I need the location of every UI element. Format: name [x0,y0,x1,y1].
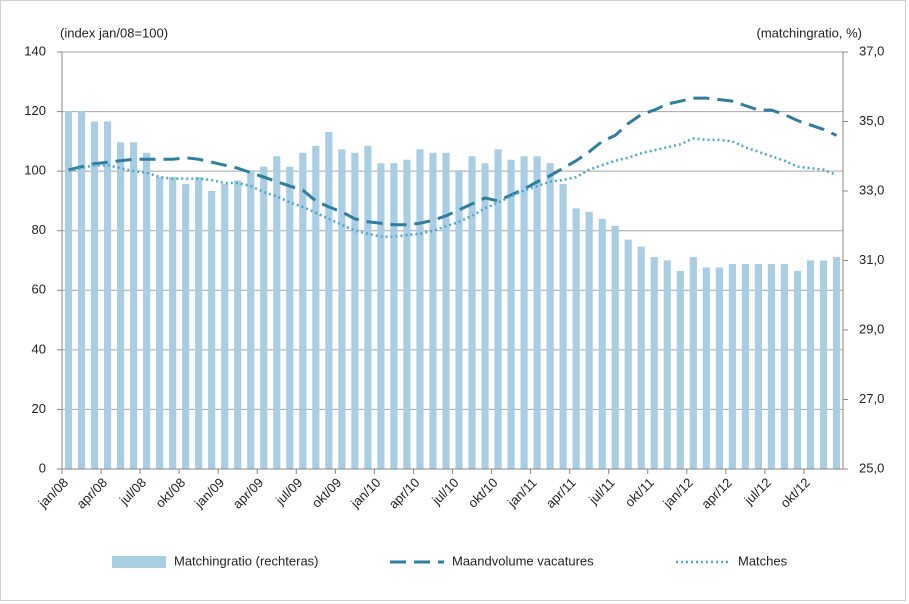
bar [286,166,294,470]
y2-tick-label: 35,0 [859,113,884,128]
y2-tick-label: 25,0 [859,460,884,475]
y-tick-label: 20 [32,401,46,416]
bar [559,184,567,470]
line [68,137,837,238]
bar [715,267,723,469]
y-tick-label: 40 [32,341,46,356]
bar [741,263,749,469]
bar [299,152,307,469]
bar [273,156,281,469]
bar [663,260,671,469]
bar [338,149,346,470]
legend-label: Matchingratio (rechteras) [174,553,319,568]
bar [481,163,489,469]
bar [377,163,385,469]
bar [754,263,762,469]
bar [64,111,73,469]
bar [90,121,99,469]
y-tick-label: 60 [32,282,46,297]
bar [585,211,593,469]
bar [260,166,268,470]
y2-tick-label: 33,0 [859,182,884,197]
bar [195,177,203,469]
bar [312,145,320,469]
bar [689,257,697,469]
bar [702,267,710,469]
bar [403,159,411,469]
bar [325,131,333,470]
bar [728,263,736,469]
bar [416,149,424,470]
bar [520,156,528,469]
bar [429,152,437,469]
bar [780,263,789,469]
y-axis-label: (index jan/08=100) [60,25,168,40]
bar [116,142,125,469]
y-tick-label: 100 [24,163,46,178]
y-tick-label: 80 [32,222,46,237]
y-tick-label: 140 [24,43,46,58]
bar [819,260,828,469]
legend-swatch [112,556,166,568]
bar [390,163,398,469]
bar [494,149,502,470]
y2-axis-label: (matchingratio, %) [757,25,862,40]
bar [234,180,242,469]
bar [611,225,619,469]
bar [598,218,606,469]
line [68,96,838,227]
y2-tick-label: 37,0 [859,43,884,58]
bar [364,145,372,469]
bar [767,263,775,469]
y-tick-label: 0 [39,460,46,475]
bar [507,159,515,469]
bar [546,163,554,469]
legend-label: Maandvolume vacatures [452,553,594,568]
bar [247,170,255,469]
bar [455,170,463,469]
bar [221,184,229,470]
bar [77,111,86,469]
bar [208,191,216,469]
bar [676,270,684,469]
bar [624,239,632,469]
bar [637,246,645,469]
bar [442,152,450,469]
bar [572,208,580,469]
bar [143,152,151,469]
bar [182,184,190,470]
y2-tick-label: 29,0 [859,321,884,336]
y-tick-label: 120 [24,103,46,118]
bar [130,142,138,469]
bar [533,156,541,469]
bar [793,270,802,469]
y2-tick-label: 31,0 [859,252,884,267]
bar [169,177,177,469]
bar [156,177,164,469]
bar [351,152,359,469]
legend-label: Matches [738,553,788,568]
bar [806,260,815,469]
bar [103,121,112,469]
bar [650,257,658,469]
y2-tick-label: 27,0 [859,391,884,406]
bar [832,257,841,469]
bar [468,156,476,469]
